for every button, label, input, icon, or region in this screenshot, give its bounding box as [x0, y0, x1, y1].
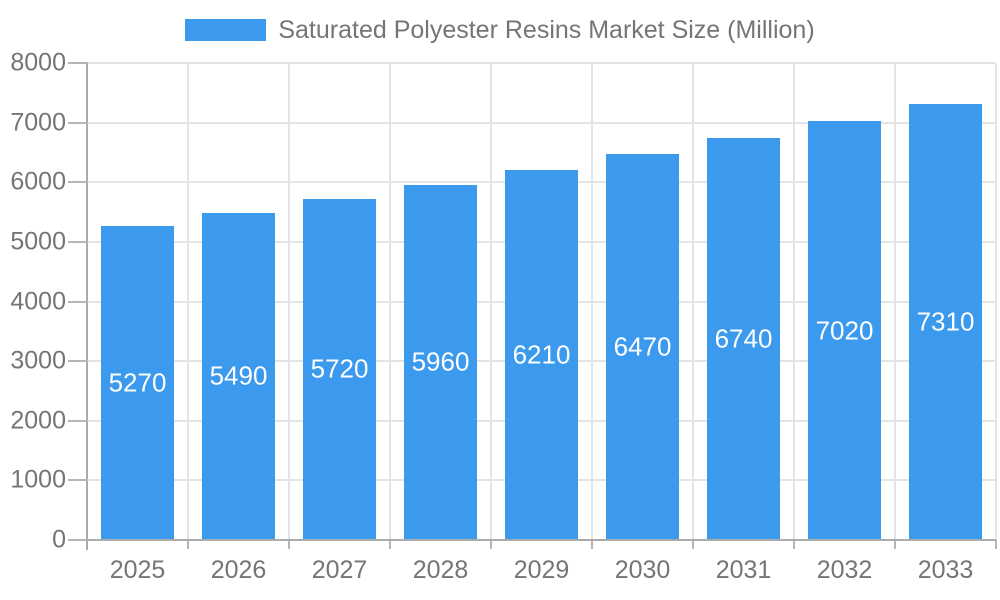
x-tick-label-2030: 2030	[614, 556, 671, 584]
x-tick-6	[692, 540, 694, 549]
y-tick-8000	[68, 62, 88, 64]
bar-2027[interactable]: 5720	[303, 198, 376, 540]
x-tick-label-2031: 2031	[715, 556, 772, 584]
y-tick-label: 8000	[10, 48, 66, 77]
gridline-y-8000	[87, 62, 996, 64]
bar-value-label: 6210	[512, 339, 571, 370]
gridline-x-6	[692, 63, 694, 540]
bar-value-label: 5490	[209, 360, 268, 391]
gridline-x-3	[389, 63, 391, 540]
y-tick-4000	[68, 300, 88, 303]
y-tick-2000	[68, 419, 88, 422]
bar-2026[interactable]: 5490	[202, 212, 275, 540]
bar-value-label: 5270	[108, 367, 167, 398]
y-tick-label: 0	[52, 525, 66, 554]
y-tick-label: 1000	[10, 465, 66, 494]
bar-value-label: 5960	[411, 346, 470, 377]
legend-item[interactable]: Saturated Polyester Resins Market Size (…	[185, 15, 815, 45]
x-tick-2	[288, 540, 290, 549]
y-tick-6000	[68, 181, 88, 184]
x-tick-9	[995, 540, 997, 549]
y-tick-0	[68, 539, 88, 541]
bar-value-label: 5720	[310, 353, 369, 384]
y-tick-3000	[68, 360, 88, 363]
bar-2031[interactable]: 6740	[707, 138, 780, 540]
x-tick-label-2029: 2029	[513, 556, 570, 584]
x-tick-1	[187, 540, 189, 549]
y-tick-7000	[68, 121, 88, 124]
gridline-x-5	[591, 63, 593, 540]
bar-value-label: 6740	[714, 323, 773, 354]
bar-2025[interactable]: 5270	[101, 225, 174, 540]
x-tick-label-2028: 2028	[412, 556, 469, 584]
x-tick-label-2033: 2033	[917, 556, 974, 584]
y-tick-1000	[68, 479, 88, 482]
x-axis-line	[87, 539, 996, 541]
gridline-x-7	[793, 63, 795, 540]
legend-swatch	[185, 19, 267, 41]
gridline-x-4	[490, 63, 492, 540]
legend-label: Saturated Polyester Resins Market Size (…	[278, 15, 815, 44]
bar-2032[interactable]: 7020	[808, 121, 881, 540]
bar-value-label: 6470	[613, 331, 672, 362]
gridline-x-2	[288, 63, 290, 540]
y-tick-label: 5000	[10, 227, 66, 256]
bar-2029[interactable]: 6210	[505, 169, 578, 540]
bar-2030[interactable]: 6470	[606, 154, 679, 540]
x-tick-3	[389, 540, 391, 549]
x-tick-7	[793, 540, 795, 549]
bar-2028[interactable]: 5960	[404, 184, 477, 540]
y-tick-label: 6000	[10, 167, 66, 196]
y-tick-label: 4000	[10, 287, 66, 315]
gridline-x-1	[187, 63, 189, 540]
chart-legend: Saturated Polyester Resins Market Size (…	[0, 14, 1000, 46]
y-tick-5000	[68, 240, 88, 243]
y-tick-label: 7000	[10, 108, 66, 137]
bar-value-label: 7020	[815, 315, 874, 346]
x-tick-label-2032: 2032	[816, 556, 873, 584]
x-tick-4	[490, 540, 492, 549]
y-axis-line	[86, 63, 88, 550]
x-tick-8	[894, 540, 896, 549]
x-tick-label-2025: 2025	[109, 556, 166, 584]
plot-area: 5270 5490 5720 5960 6210 6470 6740 7020 7310	[87, 62, 997, 540]
gridline-x-8	[894, 63, 896, 540]
x-tick-label-2026: 2026	[210, 556, 267, 584]
y-tick-label: 2000	[10, 406, 66, 435]
bar-value-label: 7310	[916, 306, 975, 337]
x-tick-5	[591, 540, 593, 549]
gridline-x-9	[995, 63, 997, 540]
y-tick-label: 3000	[10, 346, 66, 375]
x-tick-label-2027: 2027	[311, 556, 368, 584]
gridline-y-7000	[87, 121, 996, 124]
bar-2033[interactable]: 7310	[909, 104, 982, 540]
